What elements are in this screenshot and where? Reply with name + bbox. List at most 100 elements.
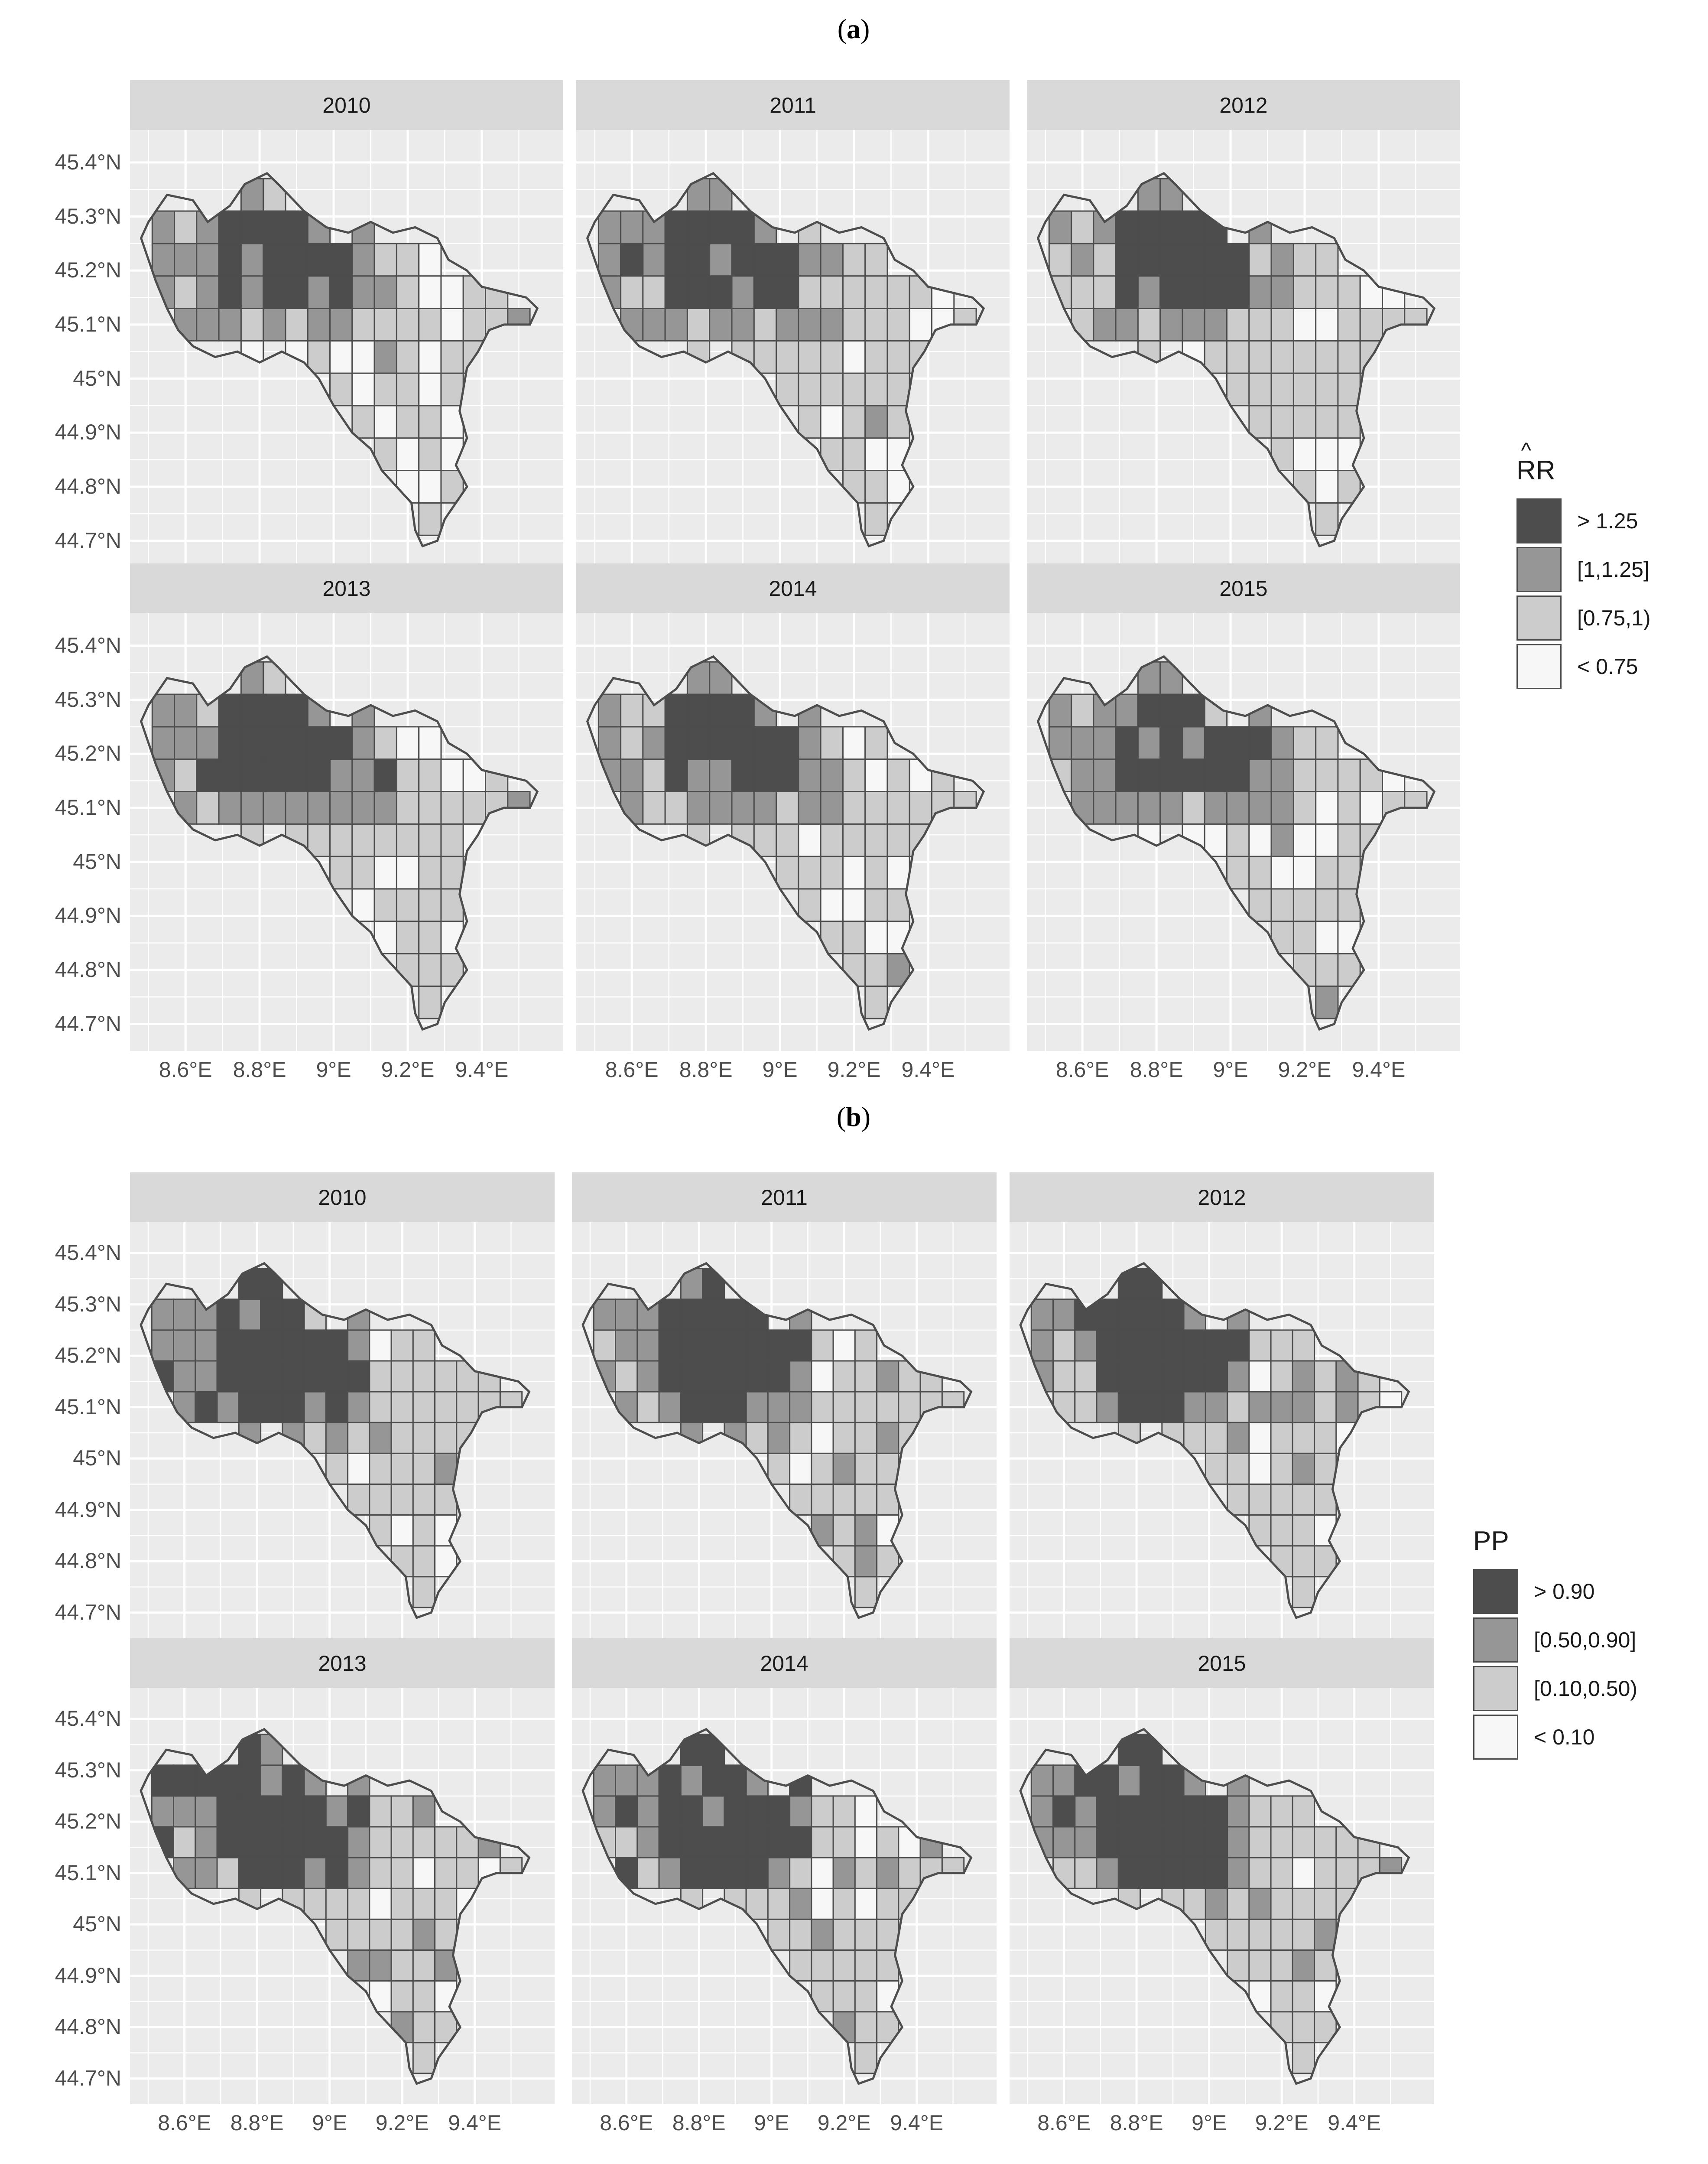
municipality-polygon <box>876 1826 899 1858</box>
municipality-polygon <box>1226 275 1250 309</box>
x-tick-label: 9.2°E <box>817 2111 871 2135</box>
municipality-polygon <box>886 308 910 342</box>
municipality-polygon <box>1205 1857 1228 1889</box>
municipality-polygon <box>1292 1887 1315 1920</box>
municipality-polygon <box>325 1826 349 1858</box>
municipality-polygon <box>196 243 220 277</box>
x-tick-label: 8.6°E <box>1055 1058 1109 1082</box>
municipality-polygon <box>658 1298 682 1331</box>
municipality-polygon <box>303 1826 327 1858</box>
municipality-polygon <box>789 1949 812 1982</box>
municipality-polygon <box>615 1329 638 1362</box>
legend-label: > 1.25 <box>1577 509 1638 533</box>
municipality-polygon <box>1314 1918 1337 1951</box>
municipality-polygon <box>1137 791 1161 825</box>
municipality-polygon <box>369 1329 392 1362</box>
municipality-polygon <box>1140 1329 1163 1362</box>
province-outline <box>586 172 985 548</box>
municipality-polygon <box>811 1795 834 1828</box>
province-outline <box>1019 1262 1410 1619</box>
facet-strip-label: 2014 <box>576 563 1010 613</box>
municipality-polygon <box>680 1764 704 1797</box>
municipality-polygon <box>724 1857 747 1889</box>
municipality-polygon <box>307 823 331 857</box>
municipality-polygon <box>1248 1918 1272 1951</box>
municipality-polygon <box>1315 372 1339 407</box>
municipality-polygon <box>709 791 733 825</box>
municipality-polygon <box>329 372 353 407</box>
municipality-polygon <box>664 791 688 825</box>
municipality-polygon <box>811 1826 834 1858</box>
figure-label-b: (b) <box>836 1101 871 1132</box>
municipality-polygon <box>798 888 822 922</box>
municipality-polygon <box>620 275 644 309</box>
municipality-polygon <box>1115 275 1139 309</box>
municipality-polygon <box>864 340 888 374</box>
municipality-polygon <box>753 275 777 309</box>
municipality-polygon <box>1096 1329 1119 1362</box>
figure-label-a: (a) <box>837 13 870 44</box>
municipality-polygon <box>789 1391 812 1423</box>
municipality-polygon <box>842 243 866 277</box>
municipality-polygon <box>1159 243 1183 277</box>
municipality-polygon <box>593 1298 617 1331</box>
municipality-polygon <box>1115 758 1139 793</box>
municipality-polygon <box>709 178 733 212</box>
municipality-polygon <box>325 1452 349 1485</box>
municipality-polygon <box>886 856 910 890</box>
municipality-polygon <box>329 243 353 277</box>
municipality-polygon <box>303 1887 327 1920</box>
municipality-polygon <box>1205 1360 1228 1393</box>
municipality-polygon <box>832 1329 856 1362</box>
municipality-polygon <box>1270 1452 1293 1485</box>
municipality-polygon <box>238 1391 262 1423</box>
municipality-polygon <box>373 243 397 277</box>
municipality-polygon <box>798 340 822 374</box>
legend-label: [0.50,0.90] <box>1534 1628 1637 1652</box>
municipality-polygon <box>789 1483 812 1516</box>
municipality-polygon <box>636 1329 660 1362</box>
municipality-polygon <box>195 1857 218 1889</box>
legend-swatch <box>1516 498 1562 543</box>
municipality-polygon <box>1183 1887 1206 1920</box>
municipality-polygon <box>909 791 933 825</box>
municipality-polygon <box>1204 758 1228 793</box>
map-plot-area <box>1027 613 1460 1051</box>
municipality-polygon <box>854 1887 878 1920</box>
municipality-polygon <box>620 791 644 825</box>
municipality-polygon <box>620 308 644 342</box>
municipality-polygon <box>196 726 220 760</box>
municipality-polygon <box>1140 1826 1163 1858</box>
municipality-polygon <box>854 1391 878 1423</box>
choropleth-map <box>1027 613 1460 1051</box>
province-outline <box>140 172 539 548</box>
municipality-polygon <box>1182 275 1205 309</box>
municipality-polygon <box>307 275 331 309</box>
municipality-polygon <box>240 758 264 793</box>
municipality-polygon <box>832 1360 856 1393</box>
municipality-polygon <box>238 1298 262 1331</box>
municipality-polygon <box>1071 726 1094 760</box>
municipality-polygon <box>1337 856 1361 890</box>
municipality-polygon <box>1117 1857 1141 1889</box>
municipality-polygon <box>1292 1391 1315 1423</box>
municipality-polygon <box>307 243 331 277</box>
municipality-polygon <box>1137 661 1161 695</box>
municipality-polygon <box>396 275 420 309</box>
municipality-polygon <box>1204 791 1228 825</box>
municipality-polygon <box>307 758 331 793</box>
municipality-polygon <box>820 405 844 439</box>
municipality-polygon <box>196 791 220 825</box>
municipality-polygon <box>820 921 844 955</box>
municipality-polygon <box>1292 308 1317 342</box>
x-tick-label: 9.4°E <box>1328 2111 1381 2135</box>
municipality-polygon <box>1048 726 1072 760</box>
municipality-polygon <box>285 210 308 244</box>
municipality-polygon <box>1140 1298 1163 1331</box>
municipality-polygon <box>789 1826 812 1858</box>
municipality-polygon <box>1183 1826 1206 1858</box>
municipality-polygon <box>1052 1298 1076 1331</box>
municipality-polygon <box>151 243 175 277</box>
municipality-polygon <box>218 758 242 793</box>
municipality-polygon <box>1292 823 1317 857</box>
